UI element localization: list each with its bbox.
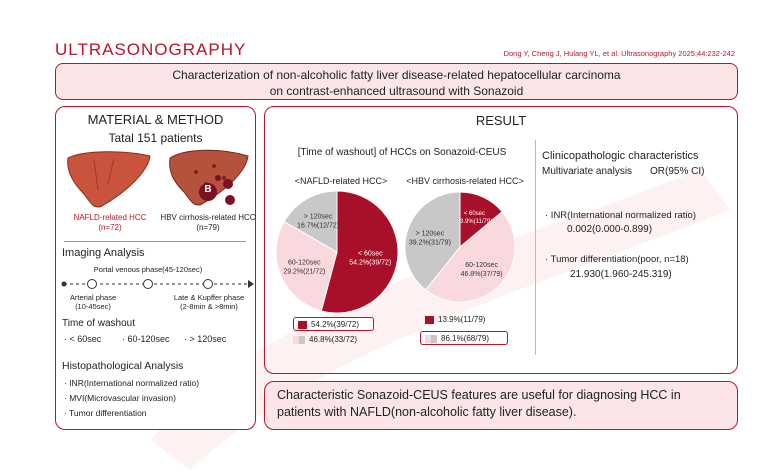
nafld-count: (n=72) (98, 223, 122, 232)
late-phase-label: Late & Kupffer phase (173, 293, 245, 302)
pie-slice-value: 13.9%(11/79) (457, 219, 493, 225)
legend-swatch (425, 315, 434, 324)
hbv-label: HBV cirrhosis-related HCC (160, 213, 256, 222)
pie-slice (424, 211, 516, 303)
title-banner: Characterization of non-alcoholic fatty … (55, 63, 738, 100)
portal-phase-label: Portal venous phase(45-120sec) (93, 265, 203, 274)
nafld-legend-early: 54.2%(39/72) (293, 317, 374, 331)
legend-text: 86.1%(68/79) (441, 334, 490, 343)
pie-slice-value: 29.2%(21/72) (283, 269, 325, 276)
legend-text: 46.8%(33/72) (309, 335, 358, 344)
method-heading: MATERIAL & METHOD (87, 112, 224, 127)
nafld-label: NAFLD-related HCC (73, 213, 147, 222)
arterial-phase-label: Arterial phase (69, 293, 117, 302)
multivariate-label: Multivariate analysis (542, 166, 633, 177)
title-line-1: Characterization of non-alcoholic fatty … (172, 68, 621, 82)
washout-item: · < 60sec (64, 334, 102, 344)
or-ci-label: OR(95% CI) (650, 166, 705, 177)
conclusion-box: Characteristic Sonazoid-CEUS features ar… (264, 381, 738, 430)
tumor-diff-value: 21.930(1.960-245.319) (570, 269, 672, 280)
hbv-legend-early: 13.9%(11/79) (425, 315, 485, 324)
nafld-pie-title: <NAFLD-related HCC> (294, 176, 388, 186)
washout-heading: Time of washout (62, 318, 135, 329)
arterial-phase-time: (10-45sec) (75, 302, 111, 311)
citation: Dong Y, Cheng J, Hulang YL, et al. Ultra… (503, 49, 735, 58)
pie-slice-name: < 60sec (464, 211, 485, 217)
hbv-badge: B (204, 184, 212, 195)
inr-label: · INR(International normalized ratio) (545, 210, 697, 221)
late-phase-time: (2-8min & >8min) (180, 302, 238, 311)
chart-title: [Time of washout] of HCCs on Sonazoid-CE… (297, 147, 507, 158)
pie-slice-name: 60-120sec (465, 262, 498, 269)
vertical-divider (535, 140, 536, 355)
histo-item: · MVI(Microvascular invasion) (64, 393, 176, 403)
pie-slice-name: > 120sec (304, 213, 333, 220)
histo-item: · INR(International normalized ratio) (64, 378, 200, 388)
divider (64, 241, 246, 242)
nafld-liver-icon (67, 151, 151, 208)
pie-slice-name: > 120sec (416, 230, 445, 237)
legend-text: 54.2%(39/72) (311, 320, 360, 329)
result-heading: RESULT (475, 113, 527, 128)
legend-swatch (298, 320, 307, 329)
pie-slice-value: 16.7%(12/72) (297, 222, 339, 229)
hbv-pie-title: <HBV cirrhosis-related HCC> (406, 176, 524, 186)
total-patients: Tatal 151 patients (108, 131, 203, 145)
washout-pie-charts: < 60sec 54.2%(39/72) 60-120sec 29.2%(21/72)… (275, 190, 516, 314)
conclusion-text: Characteristic Sonazoid-CEUS features ar… (277, 388, 681, 419)
pie-slice-name: < 60sec (358, 250, 383, 257)
washout-item: · > 120sec (184, 334, 227, 344)
imaging-heading: Imaging Analysis (62, 247, 145, 259)
pie-slice-value: 39.2%(31/79) (409, 239, 451, 246)
inr-value: 0.002(0.000-0.899) (567, 224, 653, 235)
pie-slice-value: 46.8%(37/79) (461, 271, 503, 278)
legend-swatch (431, 334, 437, 343)
legend-swatch (299, 335, 305, 344)
title-line-2: on contrast-enhanced ultrasound with Son… (269, 84, 524, 98)
journal-brand: ULTRASONOGRAPHY (55, 40, 247, 59)
pie-slice (404, 191, 461, 291)
pie-slice (283, 190, 338, 253)
pie-slice-name: 60-120sec (288, 260, 321, 267)
pie-slice (275, 220, 338, 312)
legend-swatch (425, 334, 431, 343)
histo-item: · Tumor differentiation (64, 408, 147, 418)
pie-slice-value: 54.2%(39/72) (349, 259, 391, 266)
hbv-legend-late: 86.1%(68/79) (420, 331, 508, 345)
virus-cluster-icon (199, 175, 235, 205)
tumor-diff-label: · Tumor differentiation(poor, n=18) (545, 254, 689, 265)
legend-swatch (293, 335, 299, 344)
histo-heading: Histopathological Analysis (62, 360, 184, 372)
nafld-legend-late: 46.8%(33/72) (293, 335, 357, 344)
phase-timeline (61, 279, 254, 289)
pie-slice (320, 190, 399, 314)
hbv-count: (n=79) (196, 223, 220, 232)
washout-item: · 60-120sec (122, 334, 170, 344)
clinico-heading: Clinicopathologic characteristics (542, 150, 699, 162)
legend-text: 13.9%(11/79) (438, 315, 486, 324)
result-panel (264, 106, 738, 374)
